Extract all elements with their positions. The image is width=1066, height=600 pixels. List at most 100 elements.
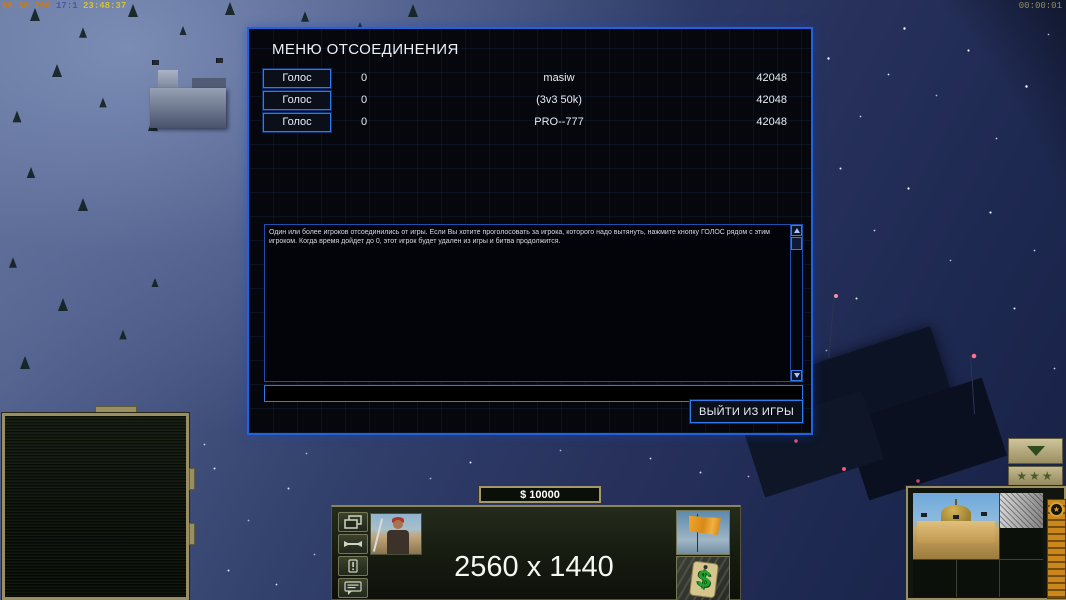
chat-button[interactable] bbox=[338, 578, 368, 598]
scroll-up-icon[interactable] bbox=[791, 225, 802, 236]
dollar-icon: $ bbox=[688, 560, 720, 599]
dollar-glyph: $ bbox=[695, 564, 713, 594]
radar-notch bbox=[189, 468, 195, 490]
rank-ladder-strip: ★ bbox=[1047, 499, 1066, 599]
exit-game-button[interactable]: ВЫЙТИ ИЗ ИГРЫ bbox=[690, 400, 803, 423]
table-row: Голос 0 (3v3 50k) 42048 bbox=[249, 89, 811, 111]
tree bbox=[30, 8, 40, 21]
flag-art bbox=[921, 513, 927, 517]
dialog-title: МЕНЮ ОТСОЕДИНЕНИЯ bbox=[272, 41, 459, 58]
down-arrow-icon bbox=[793, 373, 800, 378]
player-name: (3v3 50k) bbox=[536, 94, 582, 106]
tree bbox=[225, 2, 235, 15]
message-area: Один или более игроков отсоединились от … bbox=[264, 224, 803, 382]
tree bbox=[119, 329, 127, 340]
table-row: Голос 0 masiw 42048 bbox=[249, 67, 811, 89]
scroll-down-icon[interactable] bbox=[791, 370, 802, 381]
building-portrait bbox=[913, 493, 999, 559]
collapse-panel-button[interactable] bbox=[1008, 438, 1063, 464]
table-row: Голос 0 PRO--777 42048 bbox=[249, 111, 811, 133]
windows-icon bbox=[344, 515, 362, 529]
star-emblem-icon: ★ bbox=[1049, 502, 1064, 517]
tree bbox=[79, 27, 87, 38]
palace-dome-art bbox=[941, 505, 971, 523]
clock-time: 23:48:37 bbox=[83, 1, 127, 11]
chat-icon bbox=[344, 581, 362, 595]
tree bbox=[99, 97, 107, 108]
vote-button[interactable]: Голос bbox=[263, 90, 331, 110]
scrollbar[interactable] bbox=[790, 225, 802, 381]
disconnect-info-text: Один или более игроков отсоединились от … bbox=[269, 229, 770, 245]
tree bbox=[301, 11, 309, 22]
radar-minimap[interactable] bbox=[2, 413, 189, 600]
options-button[interactable] bbox=[338, 534, 368, 554]
tree bbox=[151, 277, 159, 288]
dome-spire-art bbox=[955, 499, 957, 506]
building-body bbox=[150, 88, 226, 128]
flag-art bbox=[152, 60, 159, 65]
tree bbox=[78, 198, 88, 211]
flag-button[interactable] bbox=[676, 510, 730, 555]
chat-input[interactable] bbox=[264, 385, 803, 402]
disconnect-dialog: МЕНЮ ОТСОЕДИНЕНИЯ Голос 0 masiw 42048 Го… bbox=[247, 27, 813, 435]
vote-count: 0 bbox=[361, 94, 368, 106]
flag-art bbox=[216, 58, 223, 63]
player-name: PRO--777 bbox=[534, 116, 584, 128]
tree bbox=[58, 298, 68, 311]
chevron-down-icon bbox=[1026, 446, 1045, 456]
player-name: masiw bbox=[543, 72, 575, 84]
alert-icon bbox=[348, 559, 358, 573]
vote-button[interactable]: Голос bbox=[263, 68, 331, 88]
up-arrow-icon bbox=[793, 228, 800, 233]
tree bbox=[12, 110, 22, 123]
timeout-value: 42048 bbox=[756, 72, 787, 84]
tree bbox=[128, 4, 138, 17]
palace-wall-art bbox=[917, 521, 995, 543]
resolution-overlay: 2560 x 1440 bbox=[454, 551, 614, 583]
timeout-value: 42048 bbox=[756, 94, 787, 106]
grid-line bbox=[999, 493, 1000, 597]
grid-line bbox=[956, 559, 957, 597]
pickaxe-art bbox=[372, 518, 384, 552]
starfield bbox=[0, 0, 1, 1]
vote-button[interactable]: Голос bbox=[263, 112, 331, 132]
worker-head-art bbox=[393, 520, 403, 529]
player-vote-list: Голос 0 masiw 42048 Голос 0 (3v3 50k) 42… bbox=[249, 67, 811, 133]
command-bar: 2560 x 1440 $ bbox=[331, 505, 741, 600]
windows-button[interactable] bbox=[338, 512, 368, 532]
alert-button[interactable] bbox=[338, 556, 368, 576]
camera-view-thumbnail bbox=[1000, 493, 1043, 528]
flag-art bbox=[981, 512, 987, 516]
selected-unit-portrait[interactable] bbox=[370, 513, 422, 555]
tree bbox=[356, 21, 364, 32]
flag-pole-art bbox=[697, 514, 698, 552]
tree bbox=[9, 257, 17, 268]
antenna bbox=[828, 296, 835, 358]
tree bbox=[408, 4, 418, 17]
money-display: $ 10000 bbox=[479, 486, 601, 503]
timeout-value: 42048 bbox=[756, 116, 787, 128]
grid-line bbox=[913, 559, 1043, 560]
flag-art bbox=[953, 515, 959, 519]
radar-notch bbox=[189, 523, 195, 545]
rank-stars: ★★★ bbox=[1008, 466, 1063, 486]
selection-grid: ★ bbox=[913, 493, 1066, 599]
tree bbox=[20, 356, 30, 369]
worker-body-art bbox=[387, 530, 409, 554]
vote-count: 0 bbox=[361, 72, 368, 84]
wrench-icon bbox=[344, 541, 362, 547]
scrollbar-thumb[interactable] bbox=[791, 237, 802, 250]
match-timer: 00:00:01 bbox=[1018, 1, 1062, 11]
supplies-button[interactable]: $ bbox=[676, 556, 730, 600]
clock-mid: 17:1 bbox=[56, 1, 78, 11]
tree bbox=[52, 64, 62, 77]
system-clock-overlay: 08 30 200 17:1 23:48:37 bbox=[2, 1, 126, 11]
vote-count: 0 bbox=[361, 116, 368, 128]
clock-date: 08 30 200 bbox=[2, 1, 51, 11]
outpost-building bbox=[146, 58, 242, 132]
tree bbox=[26, 166, 36, 179]
flag-icon bbox=[689, 515, 721, 536]
tree bbox=[179, 25, 187, 36]
selection-panel: ★ bbox=[906, 486, 1066, 600]
